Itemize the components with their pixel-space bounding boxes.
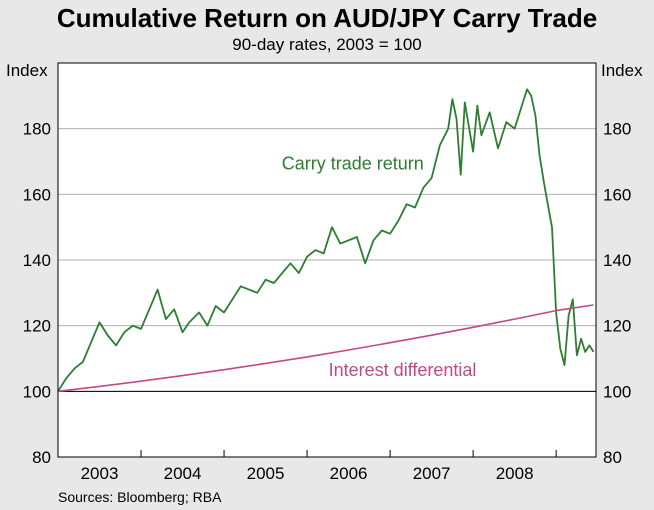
y-tick-right-100: 100 [603,382,631,401]
series-group [57,88,595,393]
x-tick-2004: 2004 [164,464,202,483]
y-tick-right-120: 120 [603,317,631,336]
annotation-carry-trade-return: Carry trade return [282,154,424,174]
annotation-interest-differential: Interest differential [329,360,477,380]
y-tick-left-80: 80 [32,448,51,467]
x-year-dividers [140,450,557,457]
x-tick-2007: 2007 [413,464,451,483]
series-line-carry-trade-return [57,88,595,392]
y-tick-right-140: 140 [603,251,631,270]
series-line-interest-differential [57,304,594,393]
x-tick-2003: 2003 [81,464,119,483]
x-tick-2008: 2008 [496,464,534,483]
y-tick-right-180: 180 [603,120,631,139]
y-tick-left-160: 160 [23,185,51,204]
y-tick-left-100: 100 [23,382,51,401]
y-tick-labels-right: 80 100 120 140 160 180 [603,120,631,467]
y-tick-labels-left: 80 100 120 140 160 180 [23,120,51,467]
chart-subtitle: 90-day rates, 2003 = 100 [232,35,422,54]
annotations: Carry trade return Interest differential [282,154,477,380]
y-unit-right: Index [601,61,643,80]
chart-title: Cumulative Return on AUD/JPY Carry Trade [56,3,598,33]
x-tick-2006: 2006 [330,464,368,483]
y-tick-left-180: 180 [23,120,51,139]
y-tick-left-140: 140 [23,251,51,270]
x-tick-2005: 2005 [247,464,285,483]
y-tick-right-80: 80 [603,448,622,467]
y-tick-right-160: 160 [603,185,631,204]
y-tick-left-120: 120 [23,317,51,336]
source-note: Sources: Bloomberg; RBA [58,489,222,505]
x-tick-labels: 2003 2004 2005 2006 2007 2008 [81,464,534,483]
plot-frame [57,62,597,458]
y-unit-left: Index [6,61,48,80]
